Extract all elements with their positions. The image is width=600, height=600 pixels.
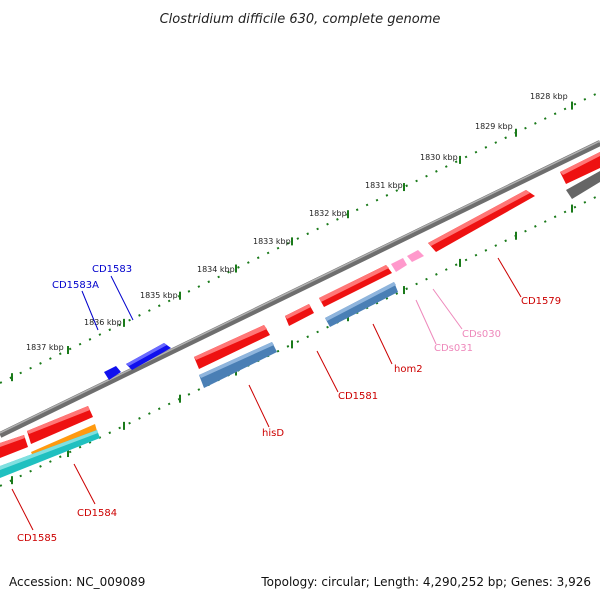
label-leaders bbox=[11, 257, 522, 531]
reverse-strand-genes bbox=[0, 152, 600, 478]
gene-label-CDs030: CDs030 bbox=[462, 329, 501, 340]
inner-major-ticks bbox=[11, 204, 573, 485]
tick-label: 1828 kbp bbox=[530, 92, 568, 101]
tick-label: 1830 kbp bbox=[420, 153, 458, 162]
gene-CD1583[interactable] bbox=[126, 343, 171, 370]
inner-ruler bbox=[0, 194, 600, 487]
accession-text: Accession: NC_009089 bbox=[9, 575, 145, 589]
tick-labels: 1828 kbp 1829 kbp 1830 kbp 1831 kbp 1832… bbox=[26, 92, 568, 352]
gene-label-CD1581: CD1581 bbox=[338, 391, 378, 402]
gene-label-CD1583: CD1583 bbox=[92, 264, 132, 275]
gene-label-hisD: hisD bbox=[262, 428, 284, 439]
gene-teal[interactable] bbox=[0, 430, 100, 478]
genome-backbone bbox=[0, 140, 600, 438]
gene-label-CD1579: CD1579 bbox=[521, 296, 561, 307]
tick-label: 1829 kbp bbox=[475, 122, 513, 131]
gene-CD1583A[interactable] bbox=[104, 366, 121, 380]
gene-label-CD1585: CD1585 bbox=[17, 533, 57, 544]
gene-hisD[interactable] bbox=[194, 325, 270, 369]
tick-label: 1834 kbp bbox=[197, 265, 235, 274]
gene-label-CDs031: CDs031 bbox=[434, 343, 473, 354]
forward-strand-genes bbox=[104, 343, 171, 380]
gene-CD1584[interactable] bbox=[27, 406, 93, 444]
topology-text: Topology: circular; Length: 4,290,252 bp… bbox=[260, 575, 591, 589]
tick-label: 1836 kbp bbox=[84, 318, 122, 327]
outer-major-ticks bbox=[11, 101, 573, 382]
tick-label: 1832 kbp bbox=[309, 209, 347, 218]
tick-label: 1831 kbp bbox=[365, 181, 403, 190]
map-title: Clostridium difficile 630, complete geno… bbox=[160, 12, 441, 27]
gene-label-CD1584: CD1584 bbox=[77, 508, 117, 519]
gene-label-hom2: hom2 bbox=[394, 364, 423, 375]
gene-CDs030[interactable] bbox=[407, 250, 424, 262]
gene-CD1579[interactable] bbox=[428, 190, 535, 252]
gene-CD1581[interactable] bbox=[285, 304, 314, 326]
gene-hisD-partner[interactable] bbox=[199, 342, 277, 388]
gene-grey-partial[interactable] bbox=[566, 171, 600, 199]
gene-CDs031[interactable] bbox=[391, 258, 407, 272]
tick-label: 1835 kbp bbox=[140, 291, 178, 300]
gene-label-CD1583A: CD1583A bbox=[52, 280, 99, 291]
tick-label: 1833 kbp bbox=[253, 237, 291, 246]
gene-labels: CD1583 CD1583A CD1579 CDs030 CDs031 hom2… bbox=[17, 264, 561, 544]
outer-ruler bbox=[0, 91, 600, 384]
tick-label: 1837 kbp bbox=[26, 343, 64, 352]
